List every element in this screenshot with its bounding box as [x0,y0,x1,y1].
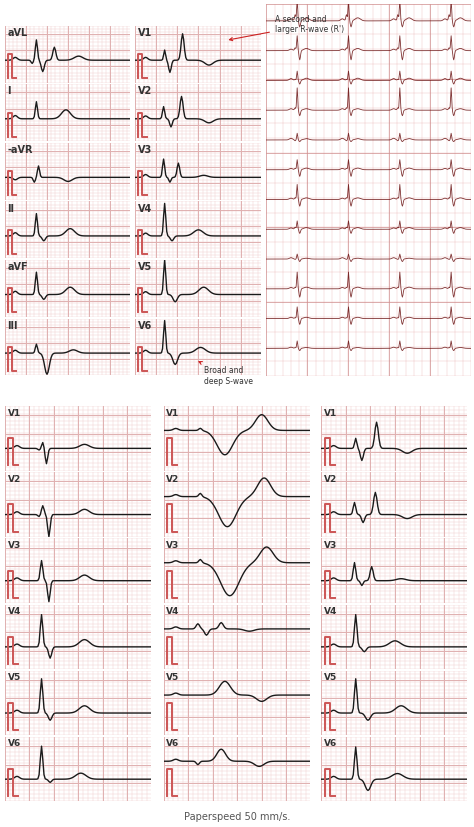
Text: V6: V6 [324,739,337,748]
Text: V5: V5 [8,673,21,682]
Text: V6: V6 [166,739,180,748]
Text: Left bundle branch block: Left bundle branch block [174,390,287,398]
Text: A second and
larger R-wave (R'): A second and larger R-wave (R') [229,15,344,41]
Text: aVF: aVF [7,262,28,272]
Text: V1: V1 [324,409,337,418]
Text: V4: V4 [8,607,21,616]
Text: V4: V4 [137,203,152,213]
Text: Right bundle branch block: Right bundle branch block [21,8,167,18]
Text: V1: V1 [137,28,152,38]
Text: Normal conduction: Normal conduction [15,390,100,398]
Text: V3: V3 [324,541,337,550]
Text: V4: V4 [324,607,337,616]
Text: I: I [7,87,11,97]
Text: Right bundle branch block: Right bundle branch block [332,390,451,398]
Text: V2: V2 [324,475,337,484]
Text: V2: V2 [137,87,152,97]
Text: V5: V5 [324,673,337,682]
Text: V3: V3 [8,541,21,550]
Text: V5: V5 [166,673,180,682]
Text: V3: V3 [137,145,152,155]
Text: V3: V3 [166,541,180,550]
Text: II: II [7,203,14,213]
Text: V5: V5 [137,262,152,272]
Text: Paperspeed 50 mm/s.: Paperspeed 50 mm/s. [184,812,290,822]
Text: V1: V1 [8,409,21,418]
Text: aVL: aVL [7,28,27,38]
Text: V6: V6 [137,321,152,331]
Text: V2: V2 [166,475,180,484]
Text: III: III [7,321,18,331]
Text: V6: V6 [8,739,21,748]
Text: V2: V2 [8,475,21,484]
Text: -aVR: -aVR [7,145,33,155]
Text: V4: V4 [166,607,180,616]
Text: V1: V1 [166,409,180,418]
Text: Broad and
deep S-wave: Broad and deep S-wave [199,361,253,385]
